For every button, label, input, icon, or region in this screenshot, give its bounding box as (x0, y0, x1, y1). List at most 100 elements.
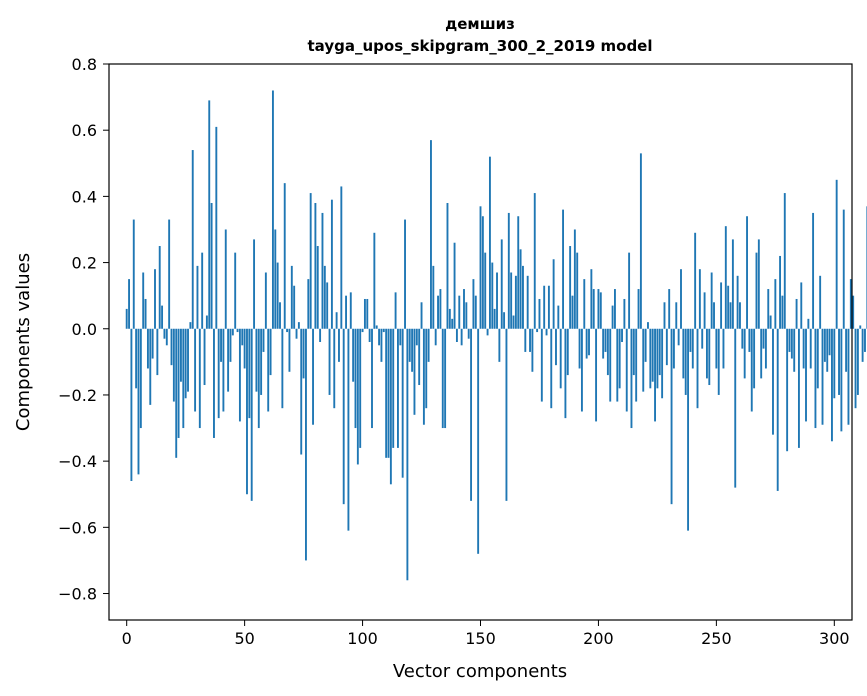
bar-206 (611, 305, 614, 329)
bar-78 (309, 193, 312, 329)
bar-158 (498, 328, 501, 362)
bar-22 (177, 328, 180, 438)
bar-108 (380, 328, 383, 362)
bar-277 (779, 255, 782, 329)
bar-227 (661, 328, 664, 399)
bar-233 (675, 302, 678, 329)
bar-231 (670, 328, 673, 505)
bar-115 (397, 328, 399, 448)
bar-276 (776, 328, 779, 491)
bar-289 (807, 318, 810, 329)
bar-214 (630, 328, 633, 429)
x-tick-label: 100 (347, 629, 378, 648)
bar-210 (621, 328, 623, 342)
bar-309 (854, 328, 857, 409)
x-tick-label: 250 (701, 629, 732, 648)
bar-38 (215, 126, 218, 329)
bar-174 (536, 328, 539, 333)
bar-147 (472, 279, 475, 329)
bar-77 (307, 279, 310, 329)
bar-25 (184, 328, 187, 399)
bar-137 (448, 308, 451, 329)
bar-1 (128, 279, 130, 329)
bar-288 (805, 328, 807, 422)
bar-258 (734, 328, 737, 488)
bar-59 (264, 272, 267, 329)
bar-56 (257, 328, 260, 429)
bar-178 (545, 328, 548, 336)
bar-306 (847, 328, 850, 425)
x-tick-label: 0 (122, 629, 132, 648)
bar-93 (345, 295, 347, 329)
bar-191 (576, 252, 579, 329)
bar-120 (408, 328, 411, 362)
bar-193 (580, 328, 583, 412)
bar-225 (656, 328, 659, 389)
plot-frame (108, 63, 853, 621)
bar-141 (458, 295, 461, 329)
bar-244 (701, 328, 704, 349)
bar-87 (330, 199, 333, 329)
bar-99 (359, 328, 362, 448)
bar-296 (823, 328, 826, 362)
bar-262 (743, 328, 746, 379)
bar-245 (703, 292, 706, 329)
bar-219 (642, 328, 645, 392)
bar-224 (654, 328, 656, 422)
bar-66 (281, 328, 284, 409)
bar-297 (826, 328, 829, 372)
bar-41 (222, 328, 225, 412)
bar-16 (163, 328, 166, 339)
bar-94 (347, 328, 350, 531)
bar-270 (762, 328, 765, 349)
x-tick-label: 150 (465, 629, 496, 648)
bar-167 (519, 249, 522, 329)
bar-13 (156, 328, 159, 376)
bar-173 (533, 193, 536, 329)
bar-122 (413, 328, 416, 415)
bar-212 (625, 328, 628, 412)
bar-153 (486, 328, 489, 336)
bar-253 (722, 328, 725, 369)
bar-90 (338, 328, 340, 362)
bar-196 (588, 328, 590, 356)
bar-303 (840, 328, 843, 432)
bar-131 (434, 328, 437, 346)
bar-113 (392, 328, 395, 448)
bar-269 (760, 328, 763, 379)
bar-24 (182, 328, 185, 429)
bar-236 (682, 328, 685, 379)
bar-100 (361, 328, 364, 333)
bar-54 (253, 239, 256, 329)
bar-116 (399, 328, 402, 346)
bar-256 (729, 302, 732, 329)
bar-177 (543, 285, 546, 329)
bar-130 (432, 265, 435, 329)
bar-8 (144, 298, 147, 329)
bar-187 (566, 328, 569, 376)
bar-266 (753, 328, 756, 389)
bar-230 (668, 289, 671, 329)
bar-114 (394, 292, 397, 329)
bar-291 (812, 212, 815, 329)
bar-128 (427, 328, 430, 362)
bar-15 (161, 305, 164, 329)
bar-21 (175, 328, 178, 458)
bar-26 (187, 328, 189, 392)
bar-199 (595, 328, 598, 422)
bar-311 (859, 325, 862, 329)
bar-4 (135, 328, 138, 389)
bar-211 (623, 298, 626, 329)
bar-208 (616, 328, 619, 402)
bar-135 (444, 328, 447, 429)
bar-265 (750, 328, 753, 412)
bar-71 (293, 285, 296, 329)
bar-20 (172, 328, 175, 402)
bar-170 (526, 275, 529, 329)
bar-166 (517, 216, 520, 329)
bar-28 (191, 150, 194, 329)
bar-60 (267, 328, 270, 412)
bar-110 (385, 328, 388, 458)
bar-91 (340, 186, 343, 329)
bar-240 (691, 328, 694, 369)
